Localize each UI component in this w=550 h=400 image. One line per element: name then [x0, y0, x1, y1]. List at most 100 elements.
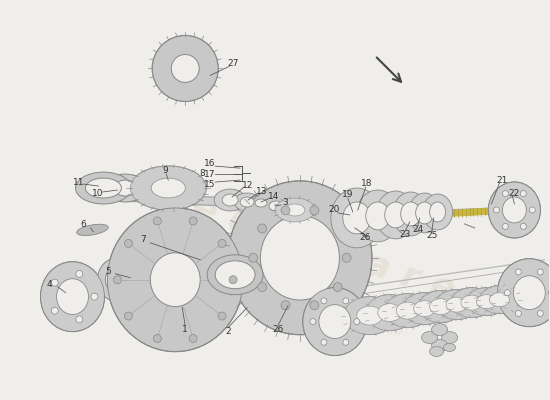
Circle shape [76, 270, 83, 278]
Text: 1: 1 [183, 325, 188, 334]
Ellipse shape [76, 224, 108, 236]
Circle shape [310, 301, 319, 310]
Circle shape [548, 290, 550, 296]
Text: 26: 26 [272, 325, 284, 334]
Ellipse shape [430, 346, 443, 356]
Circle shape [51, 279, 58, 286]
Circle shape [321, 339, 327, 345]
Text: 14: 14 [268, 192, 280, 200]
Ellipse shape [502, 197, 526, 223]
Ellipse shape [249, 195, 273, 211]
Ellipse shape [234, 193, 260, 211]
Ellipse shape [443, 344, 455, 352]
Text: 12: 12 [243, 180, 254, 190]
Circle shape [343, 298, 349, 304]
Circle shape [537, 310, 543, 316]
Ellipse shape [275, 198, 315, 222]
Ellipse shape [436, 290, 477, 320]
Ellipse shape [366, 295, 414, 330]
Ellipse shape [476, 295, 497, 309]
Ellipse shape [152, 36, 218, 101]
Circle shape [124, 240, 133, 247]
Text: 2: 2 [226, 327, 231, 336]
Ellipse shape [207, 255, 263, 295]
Ellipse shape [85, 178, 122, 198]
Ellipse shape [430, 299, 452, 315]
Circle shape [189, 217, 197, 225]
Circle shape [537, 269, 543, 275]
Circle shape [354, 318, 360, 324]
Ellipse shape [450, 288, 492, 318]
Text: 15: 15 [205, 180, 216, 188]
Ellipse shape [384, 202, 406, 228]
Ellipse shape [356, 190, 400, 242]
Ellipse shape [430, 202, 446, 222]
Ellipse shape [490, 293, 509, 307]
Ellipse shape [436, 290, 477, 320]
Ellipse shape [130, 166, 206, 210]
Ellipse shape [103, 174, 147, 202]
Ellipse shape [57, 279, 89, 315]
Text: 26: 26 [359, 233, 371, 242]
Ellipse shape [422, 332, 438, 344]
Ellipse shape [432, 340, 448, 352]
Ellipse shape [275, 198, 315, 222]
Ellipse shape [75, 172, 131, 204]
Ellipse shape [41, 262, 104, 332]
Circle shape [529, 207, 535, 213]
Circle shape [493, 207, 499, 213]
Text: 16: 16 [205, 159, 216, 168]
Text: 22: 22 [509, 188, 520, 198]
Ellipse shape [357, 306, 383, 325]
Circle shape [113, 276, 122, 284]
Text: 9: 9 [162, 166, 168, 175]
Text: 10: 10 [92, 188, 103, 198]
Ellipse shape [396, 302, 419, 319]
Text: 21: 21 [497, 176, 508, 184]
Circle shape [310, 206, 319, 215]
Ellipse shape [107, 208, 243, 352]
Ellipse shape [488, 182, 540, 238]
Ellipse shape [255, 199, 267, 207]
Circle shape [342, 253, 351, 262]
Text: 6: 6 [81, 220, 86, 230]
Circle shape [51, 307, 58, 314]
Ellipse shape [416, 202, 433, 224]
Circle shape [343, 339, 349, 345]
Ellipse shape [303, 288, 367, 356]
Ellipse shape [303, 288, 367, 356]
Ellipse shape [215, 261, 255, 289]
Ellipse shape [228, 181, 372, 334]
Circle shape [91, 293, 98, 300]
Ellipse shape [366, 202, 390, 230]
Circle shape [153, 334, 161, 342]
Ellipse shape [419, 291, 463, 322]
Ellipse shape [263, 197, 289, 215]
Ellipse shape [497, 259, 550, 326]
Ellipse shape [240, 197, 254, 207]
Circle shape [333, 283, 342, 292]
Circle shape [281, 206, 290, 215]
Circle shape [258, 224, 267, 233]
Text: a passion for lamborghini: a passion for lamborghini [256, 280, 403, 339]
Circle shape [502, 190, 508, 196]
Circle shape [124, 312, 133, 320]
Ellipse shape [331, 188, 383, 248]
Ellipse shape [419, 291, 463, 322]
Ellipse shape [403, 293, 447, 324]
Ellipse shape [319, 305, 351, 338]
Ellipse shape [344, 297, 395, 334]
Ellipse shape [222, 194, 238, 206]
Ellipse shape [480, 286, 519, 314]
Ellipse shape [488, 182, 540, 238]
Circle shape [153, 217, 161, 225]
Ellipse shape [403, 293, 447, 324]
Text: 24: 24 [412, 225, 424, 234]
Ellipse shape [497, 259, 550, 326]
Ellipse shape [442, 332, 458, 344]
Ellipse shape [261, 216, 339, 300]
Ellipse shape [150, 253, 200, 307]
Ellipse shape [106, 266, 129, 294]
Text: e u r o p a r e s: e u r o p a r e s [188, 191, 492, 318]
Text: 27: 27 [227, 59, 239, 68]
